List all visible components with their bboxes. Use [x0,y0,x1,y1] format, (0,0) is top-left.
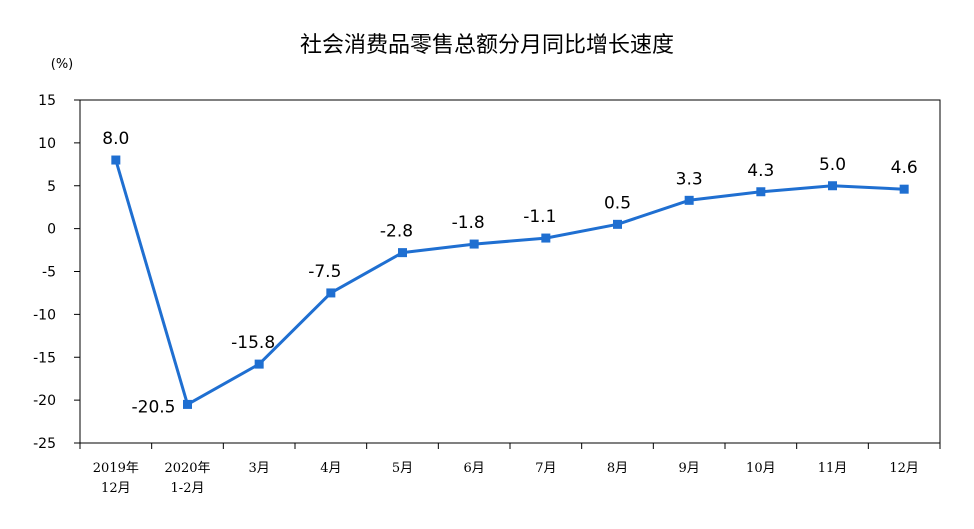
series-line [114,159,905,406]
y-tick-label: 10 [38,136,56,152]
data-point-marker [828,181,837,191]
x-tick-label: 8月 [607,461,628,476]
x-tick-label: 2019年 [93,461,139,476]
data-label: 3.3 [676,169,703,189]
data-label: 0.5 [604,193,631,213]
data-point-marker [541,233,551,243]
x-tick-label: 1-2月 [171,481,205,496]
data-point-marker [469,239,479,249]
x-tick-label: 7月 [535,461,556,476]
data-point-marker [326,288,336,298]
y-tick-label: -25 [33,436,56,452]
y-tick-label: 0 [47,222,56,238]
data-label: 8.0 [102,129,129,149]
x-tick-label: 9月 [679,461,700,476]
data-label: -2.8 [380,222,413,242]
data-label: -20.5 [132,397,176,417]
data-point-marker [183,399,192,409]
x-tick-label: 3月 [249,461,270,476]
x-tick-label: 12月 [101,481,131,496]
data-point-marker [684,195,694,205]
y-tick-label: -5 [42,265,56,281]
x-tick-label: 2020年 [164,461,210,476]
data-point-marker [398,248,407,258]
data-label: -1.1 [523,207,556,227]
x-tick-label: 11月 [818,461,848,476]
y-axis-unit-label: (%) [51,57,74,72]
data-point-marker [899,184,909,194]
y-tick-label: -10 [33,307,56,323]
data-label: 4.3 [747,161,774,181]
data-point-marker [613,219,622,229]
data-label: -15.8 [231,333,275,353]
data-label: 4.6 [891,158,918,178]
x-tick-label: 5月 [392,461,413,476]
y-tick-label: -15 [33,350,56,366]
y-axis-ticks: 15 10 5 0 -5 -10 -15 -20 -25 [33,93,80,452]
x-tick-label: 6月 [464,461,485,476]
data-label: 5.0 [819,155,846,175]
x-tick-label: 4月 [320,461,341,476]
data-point-marker [111,155,121,165]
series-layer: 8.0 -20.5 -15.8 -7.5 -2.8 -1.8 -1.1 0.5 3.3 4.3 5.… [102,129,917,417]
data-label: -7.5 [308,262,341,282]
data-point-marker [254,359,264,369]
y-tick-label: -20 [33,393,56,409]
y-tick-label: 5 [47,179,56,195]
data-point-marker [756,187,766,197]
x-tick-label: 10月 [746,461,776,476]
y-tick-label: 15 [38,93,56,109]
chart-title: 社会消费品零售总额分月同比增长速度 [300,33,674,58]
data-label: -1.8 [452,213,485,233]
x-axis-ticks: 2019年 12月 2020年 1-2月 3月 4月 5月 6月 7月 8月 9月 10月 11月 12月 [79,443,941,496]
x-tick-label: 12月 [889,461,919,476]
